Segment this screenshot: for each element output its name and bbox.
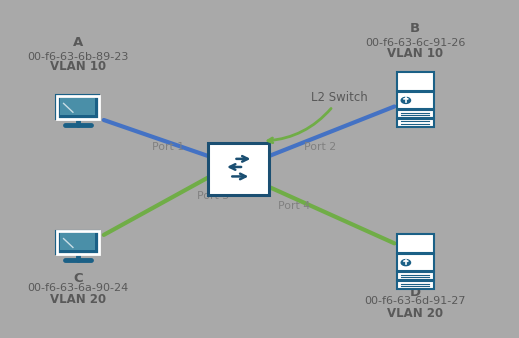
Text: VLAN 10: VLAN 10	[387, 47, 443, 60]
FancyBboxPatch shape	[60, 98, 95, 115]
Text: 00-f6-63-6d-91-27: 00-f6-63-6d-91-27	[364, 296, 466, 307]
FancyBboxPatch shape	[397, 234, 434, 253]
Circle shape	[401, 260, 411, 266]
Circle shape	[401, 97, 411, 103]
Text: C: C	[73, 272, 83, 285]
Text: VLAN 10: VLAN 10	[50, 61, 106, 73]
Text: 00-f6-63-6c-91-26: 00-f6-63-6c-91-26	[365, 38, 466, 48]
Text: B: B	[410, 23, 420, 35]
Text: Port 2: Port 2	[304, 142, 336, 152]
Text: 00-f6-63-6a-90-24: 00-f6-63-6a-90-24	[27, 283, 129, 293]
FancyBboxPatch shape	[397, 119, 434, 127]
Text: Port 1: Port 1	[152, 142, 184, 152]
FancyBboxPatch shape	[397, 254, 434, 271]
FancyBboxPatch shape	[56, 95, 99, 119]
Text: D: D	[409, 286, 421, 298]
FancyBboxPatch shape	[397, 72, 434, 91]
Text: VLAN 20: VLAN 20	[387, 307, 443, 319]
Text: VLAN 20: VLAN 20	[50, 293, 106, 306]
Text: Port 3: Port 3	[197, 191, 229, 201]
Text: L2 Switch: L2 Switch	[268, 91, 368, 143]
Text: A: A	[73, 36, 83, 49]
FancyBboxPatch shape	[397, 272, 434, 280]
FancyBboxPatch shape	[397, 110, 434, 118]
Text: 00-f6-63-6b-89-23: 00-f6-63-6b-89-23	[27, 52, 129, 62]
Text: Port 4: Port 4	[278, 201, 310, 211]
FancyBboxPatch shape	[56, 231, 99, 254]
FancyBboxPatch shape	[208, 143, 269, 195]
FancyBboxPatch shape	[397, 92, 434, 109]
FancyBboxPatch shape	[397, 281, 434, 289]
FancyBboxPatch shape	[60, 233, 95, 250]
